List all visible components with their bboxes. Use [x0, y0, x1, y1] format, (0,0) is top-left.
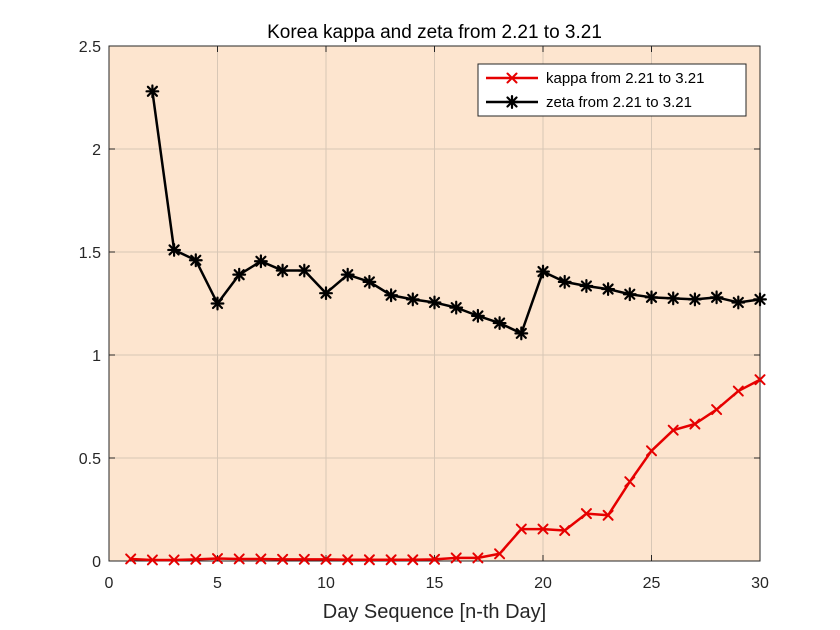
x-tick-label: 15	[426, 575, 444, 592]
legend-label: zeta from 2.21 to 3.21	[546, 94, 692, 111]
y-tick-label: 0.5	[79, 451, 101, 468]
star-marker	[753, 292, 767, 307]
x-marker	[450, 552, 462, 564]
x-tick-label: 25	[643, 575, 661, 592]
x-marker	[506, 72, 518, 84]
y-tick-label: 2	[92, 142, 101, 159]
y-tick-label: 2.5	[79, 39, 101, 56]
x-marker	[711, 404, 723, 416]
star-marker	[622, 287, 637, 302]
x-marker	[646, 445, 657, 457]
x-marker	[754, 374, 766, 386]
star-marker	[275, 263, 290, 278]
y-tick-label: 1	[92, 348, 101, 365]
x-marker	[515, 523, 527, 535]
star-marker	[492, 316, 507, 331]
x-marker	[472, 552, 484, 564]
x-marker	[298, 553, 310, 565]
legend-box	[477, 63, 747, 117]
x-marker	[602, 509, 614, 521]
series-layer	[125, 84, 767, 566]
x-marker	[363, 554, 375, 566]
star-marker	[210, 296, 225, 311]
star-marker	[319, 286, 333, 301]
x-marker	[146, 554, 158, 566]
star-marker	[687, 292, 702, 307]
star-marker	[514, 326, 529, 341]
x-marker	[190, 553, 202, 565]
star-marker	[188, 253, 203, 268]
x-tick-label: 0	[105, 575, 114, 592]
star-marker	[709, 290, 724, 305]
star-marker	[167, 242, 182, 257]
x-axis-label: Day Sequence [n-th Day]	[323, 601, 546, 623]
star-marker	[536, 264, 550, 279]
y-tick-label: 1.5	[79, 245, 101, 262]
legend-item: kappa from 2.21 to 3.21	[486, 70, 704, 87]
x-marker	[125, 553, 137, 565]
x-marker	[320, 553, 332, 565]
y-tick-label: 0	[92, 554, 101, 571]
star-marker	[384, 288, 399, 303]
star-marker	[505, 95, 519, 109]
axis-ticks: 0 5 10 15 20 25 30 0 0.5 1 1.5 2 2.5	[79, 39, 769, 592]
star-marker	[405, 292, 420, 307]
x-marker	[233, 553, 245, 565]
legend: kappa from 2.21 to 3.21 zeta from 2.21 to…	[477, 63, 747, 117]
x-marker	[624, 476, 636, 488]
x-marker	[689, 418, 701, 430]
x-tick-label: 5	[213, 575, 222, 592]
series-kappa	[125, 374, 766, 566]
star-marker	[145, 84, 160, 99]
star-marker	[449, 300, 464, 315]
x-marker	[494, 548, 506, 560]
star-marker	[557, 274, 572, 289]
x-marker	[559, 525, 571, 537]
x-tick-label: 10	[317, 575, 335, 592]
star-marker	[666, 291, 681, 306]
star-marker	[362, 274, 377, 289]
x-marker	[580, 508, 592, 520]
star-marker	[470, 308, 485, 323]
x-marker	[537, 523, 549, 535]
x-tick-label: 20	[534, 575, 552, 592]
x-marker	[212, 553, 223, 565]
x-marker	[667, 424, 679, 436]
x-tick-label: 30	[751, 575, 769, 592]
star-marker	[253, 254, 268, 269]
legend-item: zeta from 2.21 to 3.21	[486, 94, 692, 111]
star-marker	[340, 267, 355, 282]
star-marker	[601, 282, 616, 297]
x-marker	[385, 554, 397, 566]
x-marker	[168, 554, 180, 566]
star-marker	[427, 295, 442, 310]
star-marker	[644, 290, 659, 305]
x-marker	[255, 553, 267, 565]
x-marker	[277, 553, 289, 565]
x-marker	[407, 554, 419, 566]
series-zeta	[145, 84, 767, 341]
x-marker	[429, 553, 440, 565]
x-marker	[342, 554, 354, 566]
star-marker	[232, 267, 247, 282]
star-marker	[731, 295, 746, 310]
legend-label: kappa from 2.21 to 3.21	[546, 70, 704, 87]
x-marker	[732, 385, 744, 397]
star-marker	[297, 263, 312, 278]
chart-title: Korea kappa and zeta from 2.21 to 3.21	[267, 22, 602, 43]
star-marker	[579, 279, 594, 293]
